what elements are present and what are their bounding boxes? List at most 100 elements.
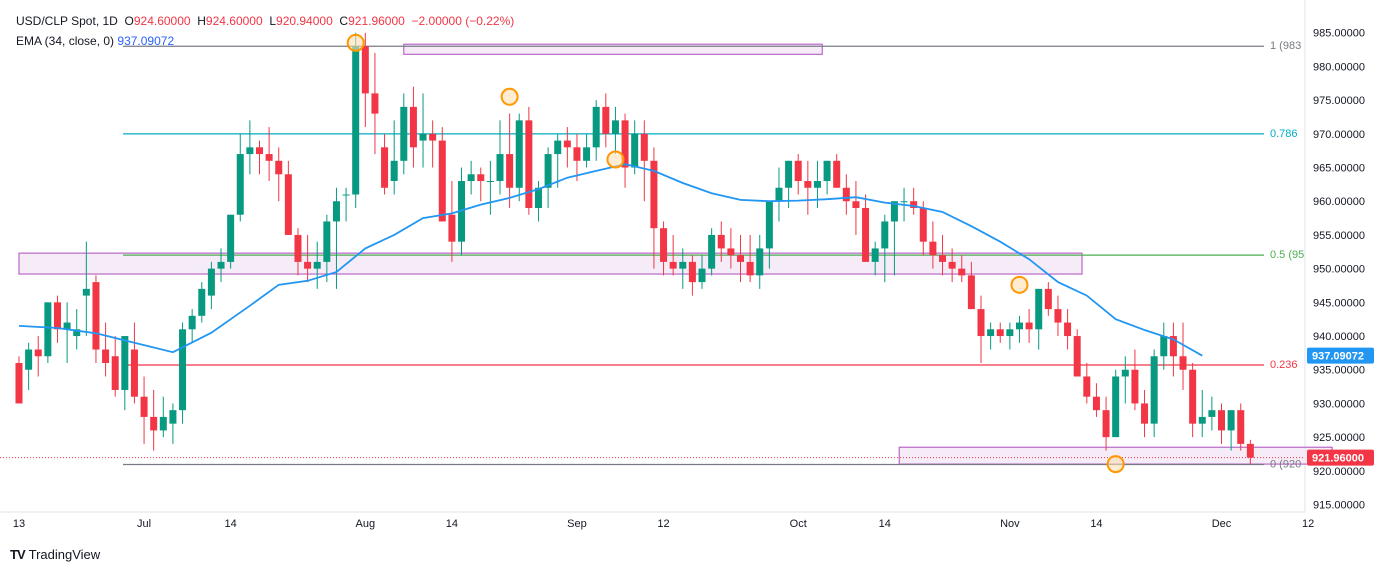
candle-body [679,261,687,269]
candle-body [130,349,138,397]
candle-body [688,261,696,283]
price-tick-label: 985.00000 [1313,28,1365,40]
candle-body [534,187,542,208]
price-tick-label: 915.00000 [1313,500,1365,512]
last-price-tag-bg [1307,449,1374,466]
candle-body [217,261,225,269]
time-tick-label: 14 [1090,518,1102,530]
price-tick-label: 935.00000 [1313,365,1365,377]
candle-body [794,160,802,182]
candle-body [207,268,215,296]
candle-body [150,416,158,431]
candle-body [1227,410,1235,431]
price-tick-label: 965.00000 [1313,163,1365,175]
candle-body [1198,416,1206,424]
candle-body [525,120,533,208]
candle-body [169,410,177,424]
price-tick-label: 930.00000 [1313,398,1365,410]
candle-body [919,207,927,242]
swing-marker-4 [1106,455,1125,474]
candle-body [1092,396,1100,411]
candle-body [448,214,456,242]
tradingview-brand[interactable]: TV TradingView [10,547,100,562]
open-label: O [124,14,134,28]
candle-body [400,106,408,161]
candle-body [862,207,870,262]
candle-body [890,201,898,222]
ema-legend[interactable]: EMA (34, close, 0) 937.09072 [16,34,174,48]
zone-rect-0 [403,43,823,55]
candle-body [1006,329,1014,337]
candle-body [34,349,42,357]
candle-body [929,241,937,256]
tradingview-logo-icon: TV [10,547,26,562]
fib-level-label-3: 0.236 [1270,359,1298,371]
candle-body [15,363,23,404]
time-tick-label: Jul [137,518,151,530]
symbol-label: USD/CLP Spot, 1D [16,14,118,28]
fib-level-label-1: 0.786 [1270,128,1298,140]
candle-body [756,248,764,276]
candle-body [304,261,312,269]
candle-body [1131,369,1139,404]
time-tick-label: Oct [790,518,807,530]
candle-body [390,160,398,182]
candle-body [342,194,350,196]
candle-body [313,261,321,269]
candle-body [352,46,360,195]
candle-body [669,261,677,269]
candle-body [1035,288,1043,330]
price-tick-label: 940.00000 [1313,331,1365,343]
candle-body [708,234,716,269]
price-tick-label: 955.00000 [1313,230,1365,242]
candle-body [987,329,995,337]
candle-body [265,154,273,161]
candle-body [179,329,187,411]
candle-body [25,349,33,370]
candle-body [910,201,918,208]
candle-body [294,234,302,262]
candle-body [227,214,235,262]
candle-body [967,275,975,310]
time-tick-label: Dec [1212,518,1232,530]
zone-rect-1 [18,252,1083,275]
candle-body [1150,356,1158,424]
time-tick-label: Sep [567,518,587,530]
candle-body [785,160,793,188]
candle-body [438,140,446,222]
high-label: H [197,14,206,28]
candle-body [1121,369,1129,377]
time-tick-label: 13 [13,518,25,530]
candle-body [746,261,754,276]
candle-body [660,228,668,262]
candle-body [1169,336,1177,357]
candle-body [323,221,331,262]
price-tick-label: 960.00000 [1313,196,1365,208]
candle-body [1141,403,1149,424]
candle-body [698,268,706,283]
ema-price-tag-bg [1307,347,1374,364]
candle-body [381,147,389,188]
time-tick-label: 12 [657,518,669,530]
candle-body [332,201,340,222]
time-tick-label: Aug [356,518,376,530]
time-tick-label: 14 [879,518,891,530]
candle-body [419,133,427,141]
candle-body [1179,356,1187,370]
candle-body [977,309,985,337]
change-value: −2.00000 (−0.22%) [411,14,515,28]
ema-label: EMA (34, close, 0) [16,34,115,48]
candle-body [486,181,494,183]
candle-body [871,248,879,262]
candle-body [515,120,523,188]
price-tick-label: 950.00000 [1313,264,1365,276]
candle-body [63,322,71,330]
candle-body [813,181,821,188]
price-tick-label: 980.00000 [1313,61,1365,73]
time-tick-label: Nov [1000,518,1020,530]
candle-body [939,255,947,262]
candle-body [73,329,81,337]
candle-body [640,133,648,161]
candle-body [823,160,831,182]
